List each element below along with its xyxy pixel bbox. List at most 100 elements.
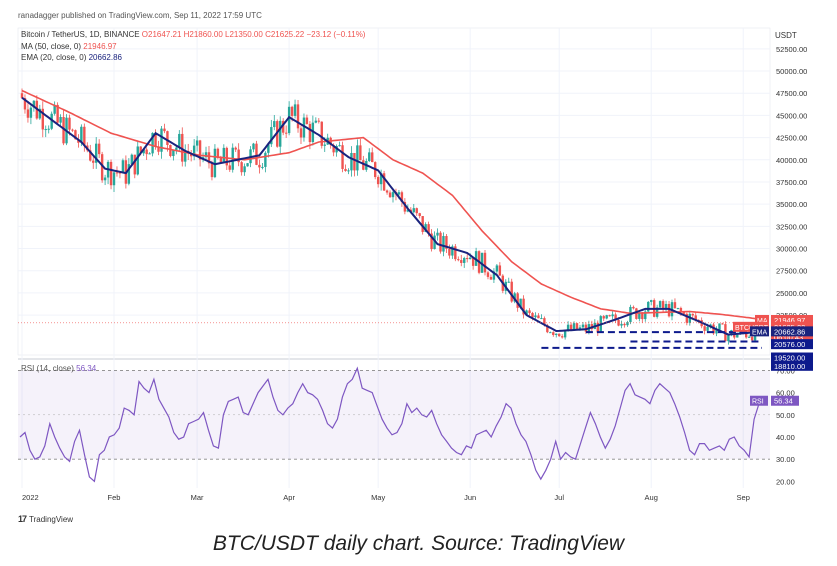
candle-body — [115, 172, 119, 174]
rsi-tick-label: 60.00 — [776, 389, 795, 398]
candle-body — [445, 236, 448, 249]
candle-body — [142, 149, 145, 154]
publisher-note: ranadagger published on TradingView.com,… — [18, 11, 262, 20]
candle-body — [439, 232, 442, 252]
x-tick-label: Jun — [464, 493, 476, 502]
rsi-value-tag: 56.34 — [774, 397, 793, 406]
candle-body — [658, 301, 662, 308]
candle-body — [736, 334, 739, 338]
ma-price-tag-bg — [771, 314, 813, 325]
candle-body — [540, 318, 543, 320]
countdown-tag-bg — [771, 331, 813, 342]
ma-legend: MA (50, close, 0) 21946.97 — [21, 42, 117, 51]
rsi-tag: RSI — [752, 399, 764, 406]
candle-body — [320, 121, 323, 146]
candle-body — [385, 190, 389, 193]
candle-body — [305, 117, 309, 125]
ma-price-tag: 21946.97 — [774, 316, 805, 325]
candle-body — [371, 152, 374, 163]
candle-body — [525, 310, 528, 315]
candle-body — [172, 150, 175, 157]
currency-label: USDT — [775, 31, 797, 40]
candle-body — [483, 252, 487, 273]
candle-body — [400, 192, 404, 202]
candle-body — [661, 301, 665, 309]
candle-body — [549, 332, 552, 334]
candle-body — [605, 315, 608, 319]
candle-body — [169, 145, 172, 157]
candle-body — [430, 233, 433, 250]
candle-body — [418, 213, 421, 217]
x-tick-label: Sep — [737, 493, 750, 502]
rsi-tick-label: 50.00 — [776, 411, 795, 420]
candle-body — [433, 235, 436, 250]
candle-body — [466, 258, 469, 260]
price-tick-label: 32500.00 — [776, 222, 807, 231]
candle-body — [382, 173, 386, 191]
candle-body — [531, 313, 534, 318]
candle-body — [23, 98, 27, 110]
figure-caption: BTC/USDT daily chart. Source: TradingVie… — [212, 532, 625, 555]
x-tick-label: May — [371, 493, 385, 502]
candle-body — [50, 113, 53, 129]
candle-body — [95, 143, 98, 163]
candle-body — [255, 143, 258, 165]
candle-body — [71, 129, 74, 131]
candle-body — [222, 147, 226, 163]
candle-body — [92, 160, 95, 163]
candle-body — [243, 166, 246, 173]
price-tick-label: 27500.00 — [776, 267, 807, 276]
price-axis: 52500.00 50000.00 47500.00 45000.00 42500.00… — [776, 45, 807, 320]
candle-body — [412, 208, 415, 213]
candle-body — [676, 307, 680, 309]
price-tick-label: 50000.00 — [776, 67, 807, 76]
candle-body — [258, 164, 261, 168]
level1-tag-bg — [771, 339, 813, 350]
candle-body — [516, 293, 519, 308]
ma-legend-value: 21946.97 — [83, 42, 117, 51]
candle-body — [213, 148, 217, 178]
candle-body — [575, 323, 579, 331]
candle-body — [264, 152, 267, 167]
candle-body — [44, 129, 47, 131]
candle-body — [460, 260, 463, 263]
candle-body — [457, 259, 460, 261]
rsi-value-tag-bg — [771, 395, 799, 406]
candle-body — [219, 158, 223, 163]
candle-body — [350, 152, 353, 171]
candle-body — [80, 126, 83, 143]
x-tick-label: Feb — [108, 493, 121, 502]
candle-body — [555, 333, 558, 335]
ma-legend-label: MA (50, close, 0) — [21, 42, 82, 51]
close-value: C21625.22 — [265, 30, 305, 39]
candle-body — [151, 132, 154, 154]
candle-body — [127, 164, 131, 184]
candle-body — [62, 116, 65, 144]
candle-body — [47, 128, 50, 130]
candle-body — [279, 120, 282, 147]
candle-body — [727, 335, 730, 342]
candle-body — [620, 323, 623, 326]
ema-legend-label: EMA (20, close, 0) — [21, 53, 87, 62]
candle-body — [148, 153, 151, 155]
candle-body — [463, 258, 466, 263]
candle-body — [240, 162, 243, 173]
price-tick-label: 40000.00 — [776, 156, 807, 165]
candle-body — [566, 324, 570, 331]
rsi-legend-value: 56.34 — [76, 364, 97, 373]
x-axis: 2022 Feb Mar Apr May Jun Jul Aug Sep — [22, 493, 750, 502]
candle-body — [632, 306, 635, 309]
candle-body — [596, 322, 599, 333]
x-tick-label: Mar — [191, 493, 204, 502]
candle-body — [97, 143, 101, 155]
candle-body — [495, 265, 499, 272]
candle-body — [112, 172, 116, 186]
symbol-title: Bitcoin / TetherUS, 1D, BINANCE — [21, 30, 140, 39]
candle-body — [160, 128, 163, 152]
candle-body — [534, 315, 537, 318]
candle-body — [32, 100, 36, 108]
candle-body — [359, 145, 362, 161]
rsi-tick-label: 30.00 — [776, 455, 795, 464]
support-layer — [541, 331, 762, 349]
candle-body — [89, 150, 92, 161]
